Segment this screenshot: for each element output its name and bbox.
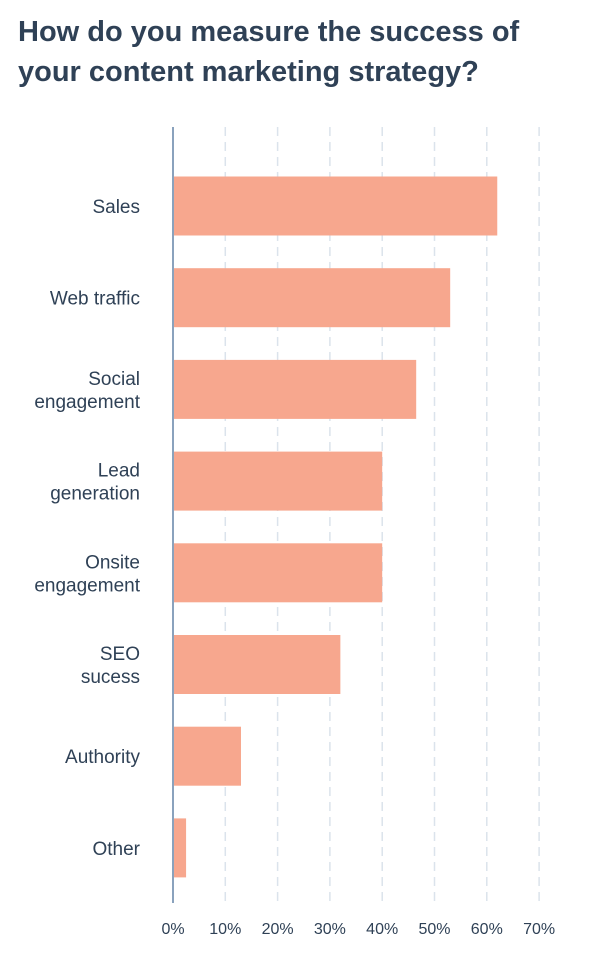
x-tick-label: 10% [209,921,241,938]
gridlines [224,127,540,903]
x-tick-label: 60% [471,921,503,938]
chart-title: How do you measure the success of your c… [18,12,558,92]
bar [173,726,241,786]
x-tick-label: 0% [161,921,184,938]
x-tick-label: 20% [262,921,294,938]
x-tick-label: 40% [366,921,398,938]
category-label: Other [92,839,140,860]
chart-title-line-2: your content marketing strategy? [18,56,479,88]
category-label: Onsite [85,552,140,573]
category-label: Social [88,369,140,390]
category-label: engagement [34,392,140,413]
category-label: engagement [34,575,140,596]
x-tick-labels: 0% 10% 20% 30% 40% 50% 60% 70% [161,921,555,938]
bar [173,543,383,603]
x-tick-label: 50% [418,921,450,938]
bar [173,451,383,511]
bar [173,176,498,236]
category-label: Authority [65,747,140,768]
bars [173,176,498,878]
x-tick-label: 30% [314,921,346,938]
category-label: sucess [81,667,140,688]
bar [173,359,417,419]
bar [173,268,451,328]
x-tick-label: 70% [523,921,555,938]
chart-title-line-1: How do you measure the success of [18,16,520,48]
category-label: Web traffic [50,289,140,310]
category-label: generation [50,484,140,505]
category-label: SEO [100,644,140,665]
bar [173,635,341,694]
category-label: Lead [98,461,140,482]
category-label: Sales [92,197,140,218]
bar [173,818,187,878]
